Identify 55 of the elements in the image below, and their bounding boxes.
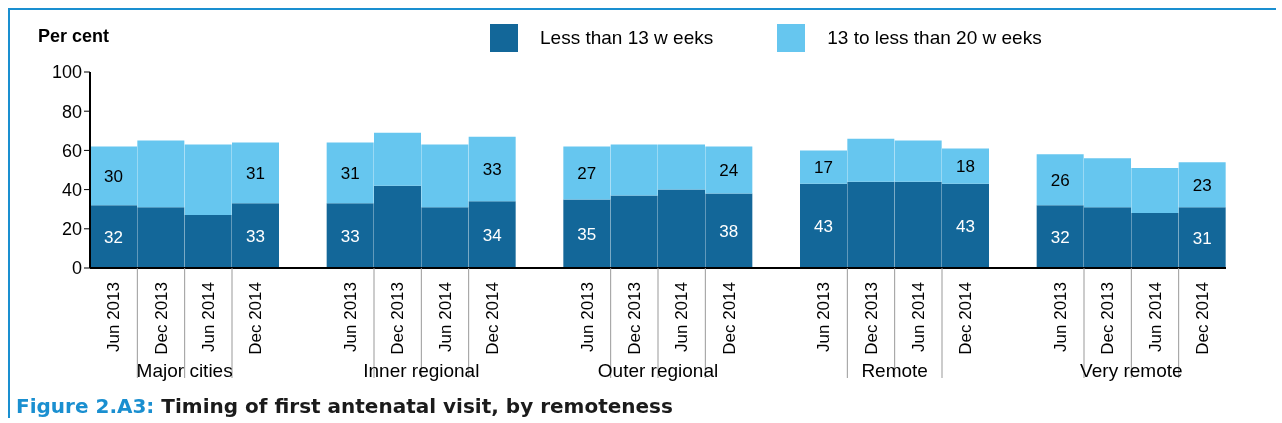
data-label: 27 <box>577 163 597 183</box>
text: Remote <box>860 360 929 382</box>
data-label: 38 <box>719 221 739 241</box>
x-tick-label: Jun 2013 <box>577 282 597 352</box>
y-tick-label: 60 <box>61 140 82 161</box>
x-tick-label: Jun 2014 <box>672 282 692 352</box>
data-label: 33 <box>482 160 502 180</box>
data-label: 26 <box>1050 170 1070 190</box>
y-axis-title: Per cent <box>38 26 110 47</box>
x-tick-label: Dec 2013 <box>624 282 644 355</box>
data-label: 17 <box>814 158 833 178</box>
x-tick-label: Dec 2014 <box>956 282 976 355</box>
data-label: 33 <box>340 226 360 246</box>
data-label: 33 <box>246 226 265 246</box>
legend-label: 13 to less than 20 w eeks <box>827 27 1042 49</box>
data-label: 32 <box>1050 227 1070 247</box>
data-label: 34 <box>482 225 502 245</box>
text: Very remote <box>1079 360 1184 382</box>
x-tick-label: Jun 2014 <box>1145 282 1165 352</box>
text: Outer regional <box>596 360 720 382</box>
x-tick-label: Jun 2014 <box>435 282 455 352</box>
x-tick-label: Jun 2013 <box>814 282 834 352</box>
y-tick-label: 80 <box>61 101 82 122</box>
y-tick-label: 40 <box>61 179 82 200</box>
x-tick-label: Jun 2014 <box>198 282 218 352</box>
text: Figure 2.A3: Timing of first antenatal visit, by remoteness <box>16 394 673 418</box>
x-tick-label: Dec 2013 <box>388 282 408 355</box>
data-label: 35 <box>577 224 597 244</box>
x-tick-label: Dec 2014 <box>719 282 739 355</box>
data-label: 31 <box>1192 228 1212 248</box>
x-tick-label: Dec 2013 <box>1098 282 1118 355</box>
x-tick-label: Dec 2013 <box>861 282 881 355</box>
data-label: 32 <box>104 227 123 247</box>
x-tick-label: Dec 2014 <box>246 282 266 355</box>
x-tick-label: Dec 2014 <box>1192 282 1212 355</box>
y-tick-label: 100 <box>51 62 82 83</box>
text: Inner regional <box>362 360 481 382</box>
data-label: 30 <box>104 166 123 186</box>
data-label: 31 <box>246 163 265 183</box>
data-label: 23 <box>1192 175 1212 195</box>
text: Major cities <box>135 360 234 382</box>
x-tick-label: Dec 2014 <box>482 282 502 355</box>
y-tick-label: 0 <box>71 258 82 279</box>
data-label: 18 <box>956 157 975 177</box>
data-label: 43 <box>956 216 975 236</box>
legend-label: Less than 13 w eeks <box>540 27 714 49</box>
data-label: 31 <box>340 163 360 183</box>
x-tick-label: Jun 2014 <box>908 282 928 352</box>
x-tick-label: Dec 2013 <box>151 282 171 355</box>
data-label: 24 <box>719 161 739 181</box>
data-label: 43 <box>814 216 833 236</box>
x-tick-label: Jun 2013 <box>104 282 124 352</box>
x-tick-label: Jun 2013 <box>340 282 360 352</box>
y-tick-label: 20 <box>61 219 82 240</box>
x-tick-label: Jun 2013 <box>1050 282 1070 352</box>
